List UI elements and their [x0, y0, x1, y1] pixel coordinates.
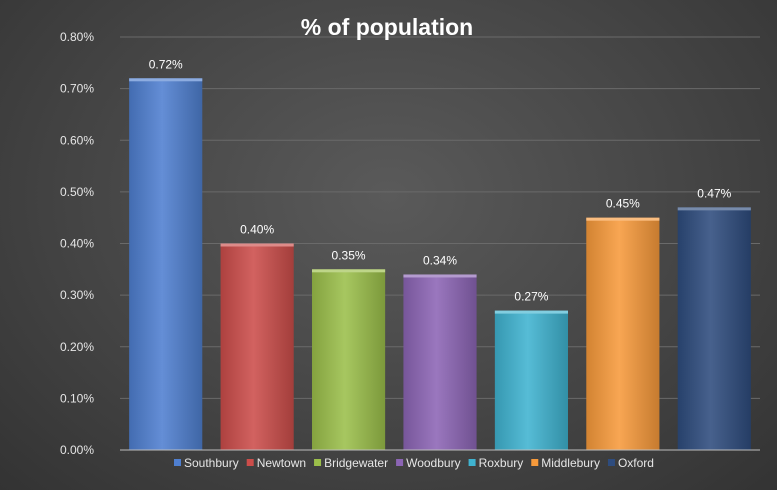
bar-newtown — [220, 243, 294, 450]
y-tick-label: 0.60% — [60, 133, 94, 147]
y-tick-label: 0.10% — [60, 391, 94, 405]
data-label: 0.34% — [423, 253, 457, 267]
data-label: 0.47% — [697, 186, 731, 200]
bar-top-highlight — [494, 310, 568, 314]
y-tick-label: 0.20% — [60, 340, 94, 354]
legend-item-bridgewater: Bridgewater — [324, 456, 388, 470]
bar-top-highlight — [312, 269, 386, 273]
data-label: 0.35% — [332, 248, 366, 262]
data-label: 0.27% — [514, 290, 548, 304]
y-tick-label: 0.30% — [60, 288, 94, 302]
bar-southbury — [129, 78, 203, 451]
legend-swatch — [531, 459, 539, 466]
data-label: 0.72% — [149, 57, 183, 71]
legend-swatch — [314, 459, 322, 466]
y-tick-label: 0.80% — [60, 30, 94, 44]
bar-top-highlight — [129, 78, 203, 82]
legend-item-oxford: Oxford — [618, 456, 654, 470]
bar-top-highlight — [586, 217, 660, 221]
y-tick-label: 0.70% — [60, 82, 94, 96]
chart-title: % of population — [301, 14, 473, 40]
bar-top-highlight — [677, 207, 751, 211]
y-axis: 0.00% 0.10% 0.20% 0.30% 0.40% 0.50% 0.60% 0.70%… — [60, 30, 94, 457]
bars — [129, 78, 751, 451]
legend-swatch — [396, 459, 404, 466]
data-label: 0.40% — [240, 223, 274, 237]
data-labels: 0.72% 0.40% 0.35% 0.34% 0.27% 0.45% 0.47% — [149, 57, 732, 303]
legend-swatch — [468, 459, 476, 466]
legend: Southbury Newtown Bridgewater Woodbury Roxbu… — [174, 456, 654, 470]
bar-top-highlight — [220, 243, 294, 247]
y-tick-label: 0.40% — [60, 237, 94, 251]
legend-item-woodbury: Woodbury — [406, 456, 460, 470]
bar-top-highlight — [403, 274, 477, 278]
legend-swatch — [174, 459, 181, 466]
y-tick-label: 0.00% — [60, 443, 94, 457]
bar-bridgewater — [312, 269, 386, 450]
legend-swatch — [607, 459, 615, 466]
data-label: 0.45% — [606, 197, 640, 211]
legend-item-southbury: Southbury — [184, 456, 239, 470]
bar-roxbury — [494, 310, 568, 450]
bar-oxford — [677, 207, 751, 450]
bar-middlebury — [586, 217, 660, 450]
legend-item-newtown: Newtown — [257, 456, 306, 470]
y-tick-label: 0.50% — [60, 185, 94, 199]
legend-swatch — [246, 459, 254, 466]
bar-woodbury — [403, 274, 477, 450]
legend-item-roxbury: Roxbury — [479, 456, 524, 470]
legend-item-middlebury: Middlebury — [541, 456, 600, 470]
